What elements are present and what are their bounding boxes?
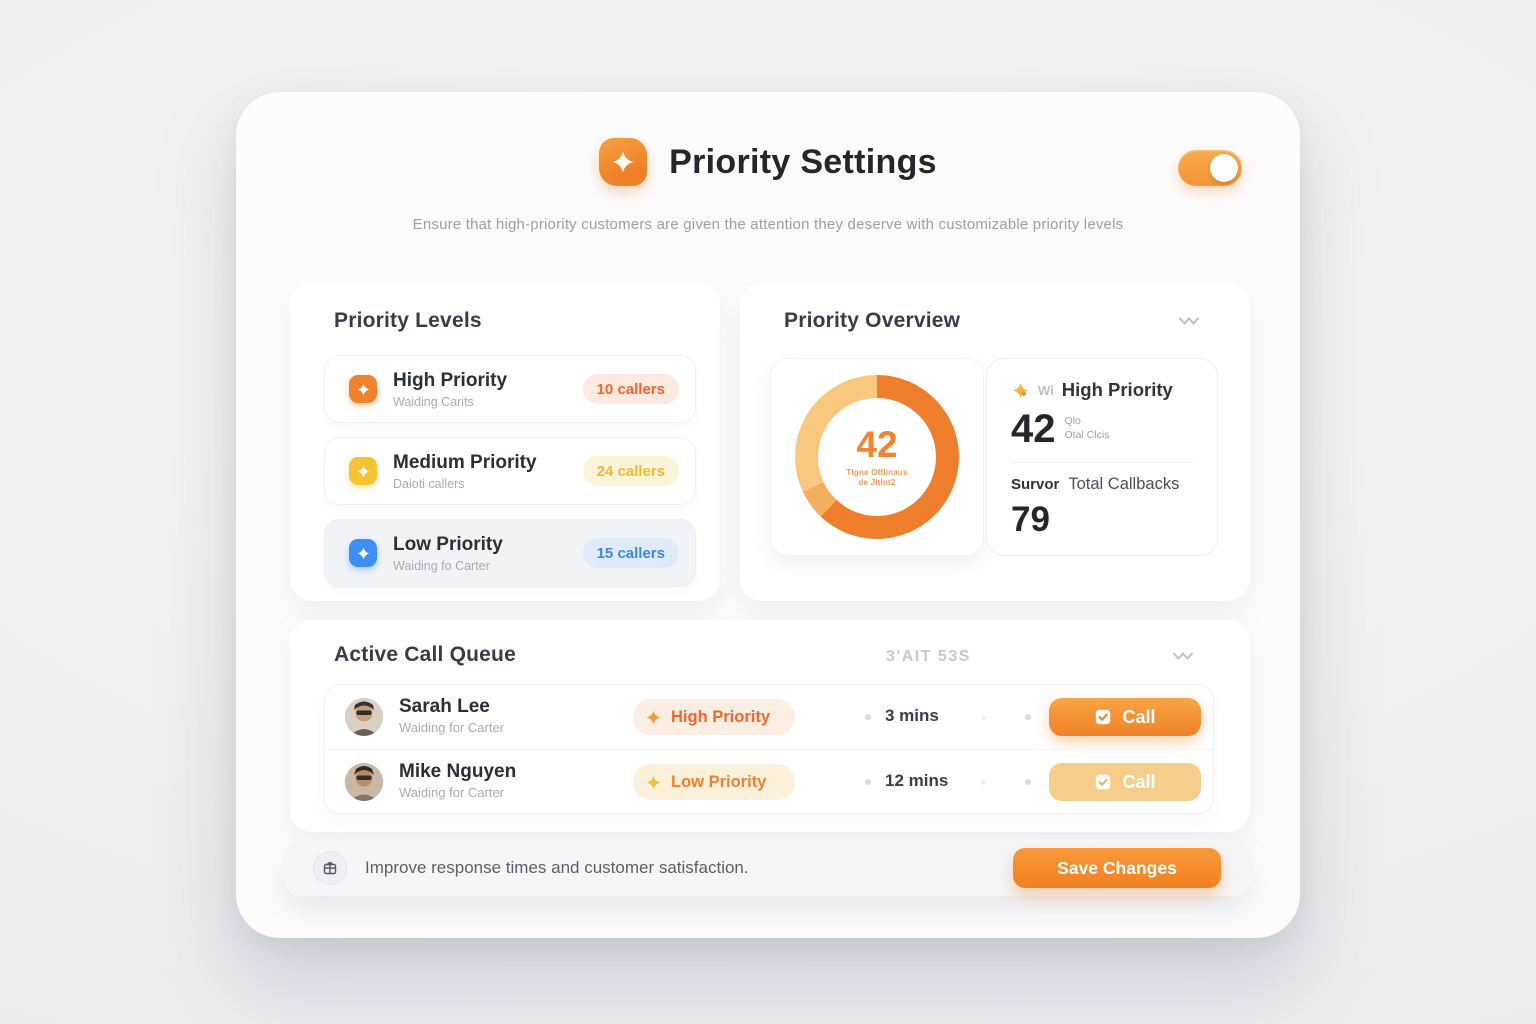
high-priority-star-icon [349,375,377,403]
donut-center-value: 42 [856,423,898,465]
stat-prefix: Survor [1011,476,1060,493]
wait-time: 3 mins [885,706,939,725]
call-button-disabled[interactable]: Call [1049,763,1201,801]
callers-badge-low: 15 callers [582,538,679,568]
call-button-label: Call [1122,706,1156,727]
priority-badge-label: High Priority [671,707,771,726]
caller-name: Mike Nguyen [399,761,517,782]
level-subtitle: Waiding Carits [393,394,474,409]
stat-high-priority: Wi High Priority [1011,379,1193,401]
level-item-medium[interactable]: Medium Priority Daioti callers 24 caller… [324,437,696,505]
level-name: Medium Priority [393,451,537,473]
priority-levels-card: Priority Levels High Priority Waiding Ca… [290,283,720,601]
stat-label: High Priority [1061,379,1173,400]
save-changes-button[interactable]: Save Changes [1013,848,1221,888]
active-call-queue-title: Active Call Queue [334,643,516,666]
call-icon [1096,774,1111,790]
priority-badge-low: Low Priority [633,764,795,800]
active-call-queue-card: Active Call Queue 3'AIT 53S Sarah Lee Wa… [290,620,1250,832]
priority-badge-icon [599,138,648,186]
footer-bar: Improve response times and customer sati… [283,840,1251,896]
caller-name: Sarah Lee [399,696,490,717]
level-text: Medium Priority Daioti callers [393,452,583,491]
caller-subtitle: Waiding for Carter [399,785,504,800]
call-button[interactable]: Call [1049,698,1201,736]
level-subtitle: Daioti callers [393,476,465,491]
level-name: Low Priority [393,533,503,555]
stat-sub-caption: Qlo Otal Clcis [1065,415,1110,442]
priority-badge-high: High Priority [633,699,795,735]
header: Priority Settings [236,138,1300,186]
stat-prefix: Wi [1038,382,1054,398]
avatar [345,763,383,801]
caller-subtitle: Waiding for Carter [399,720,504,735]
stat-value-row: 42 Qlo Otal Clcis [1011,409,1193,449]
stats-divider [1011,462,1193,463]
dot-separator [1025,779,1031,785]
level-subtitle: Waiding fo Carter [393,558,490,573]
stat-value: 79 [1011,500,1050,539]
toggle-knob [1210,154,1238,182]
queue-row-sarah[interactable]: Sarah Lee Waiding for Carter High Priori… [325,685,1213,749]
priority-donut-chart: 42 Tlgne Offlinaus de Jltlnt2 [770,358,984,556]
stat-sub-line2: Otal Clcis [1064,429,1110,441]
priority-settings-panel: Priority Settings Ensure that high-prior… [236,92,1300,938]
queue-row-mike[interactable]: Mike Nguyen Waiding for Carter Low Prior… [325,749,1213,813]
stat-label: Total Callbacks [1068,475,1180,493]
stat-total-callbacks: Survor Total Callbacks [1011,475,1193,494]
priority-toggle[interactable] [1178,150,1242,186]
stat-value: 42 [1011,407,1056,451]
star-icon [646,774,661,790]
caller-text: Mike Nguyen Waiding for Carter [399,761,516,800]
priority-levels-list: High Priority Waiding Carits 10 callers … [324,355,696,587]
level-name: High Priority [393,369,508,391]
level-text: High Priority Waiding Carits [393,370,583,409]
package-icon [313,851,347,885]
queue-note: 3'AIT 53S [886,648,971,665]
dot-separator [865,779,871,785]
avatar [345,698,383,736]
page-subtitle: Ensure that high-priority customers are … [412,216,1124,233]
call-icon [1096,709,1111,725]
donut-center: 42 Tlgne Offlinaus de Jltlnt2 [818,398,936,516]
donut-center-caption: Tlgne Offlinaus de Jltlnt2 [846,468,907,489]
level-item-low[interactable]: Low Priority Waiding fo Carter 15 caller… [324,519,696,587]
level-item-high[interactable]: High Priority Waiding Carits 10 callers [324,355,696,423]
chevron-down-icon[interactable] [1178,315,1200,333]
donut-caption-line1: Tlgne Offlinaus [846,467,908,477]
priority-overview-card: Priority Overview 42 Tlgne Offlinaus de … [740,283,1250,601]
priority-badge-label: Low Priority [671,772,767,791]
page-title: Priority Settings [669,142,937,181]
medium-priority-star-icon [349,457,377,485]
caller-text: Sarah Lee Waiding for Carter [399,696,504,735]
footer-message: Improve response times and customer sati… [365,858,749,877]
dot-separator [865,714,871,720]
level-text: Low Priority Waiding fo Carter [393,534,583,573]
stat-sub-line1: Qlo [1064,415,1081,428]
callers-badge-high: 10 callers [582,374,679,404]
star-icon [646,709,661,725]
callers-badge-medium: 24 callers [582,456,679,486]
priority-donut-ring: 42 Tlgne Offlinaus de Jltlnt2 [795,375,959,539]
low-priority-star-icon [349,539,377,567]
star-icon [1012,382,1029,398]
dot-separator [981,780,986,785]
call-button-label: Call [1122,771,1156,792]
priority-overview-title: Priority Overview [784,309,961,332]
priority-levels-title: Priority Levels [334,309,482,332]
wait-time: 12 mins [885,771,949,790]
overview-stats-panel: Wi High Priority 42 Qlo Otal Clcis Survo… [986,358,1218,556]
dot-separator [981,715,986,720]
donut-caption-line2: de Jltlnt2 [858,478,896,487]
chevron-down-icon[interactable] [1172,650,1194,668]
queue-rows: Sarah Lee Waiding for Carter High Priori… [324,684,1214,814]
dot-separator [1025,714,1031,720]
